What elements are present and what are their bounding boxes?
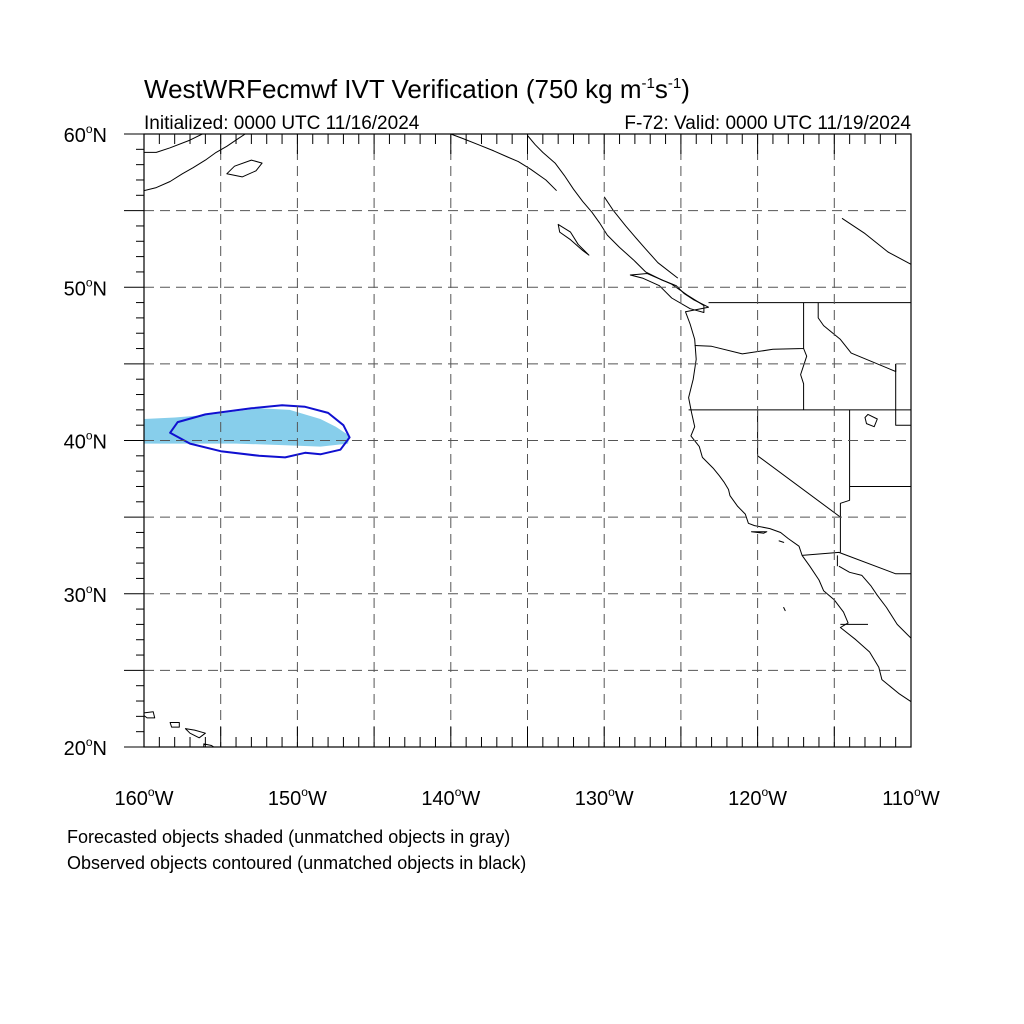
sonora-sinaloa-coastline: [838, 565, 911, 640]
nv-ut-az-border: [839, 409, 851, 518]
lat-tick-label: 60oN: [64, 122, 107, 147]
legend-observed-note: Observed objects contoured (unmatched ob…: [67, 853, 526, 873]
ivt-objects: [144, 404, 351, 459]
guadalupe-island-outline: [783, 607, 786, 612]
alaska-peninsula-coastline: [144, 134, 246, 192]
axis-ticks: [124, 133, 912, 748]
figure-title: WestWRFecmwf IVT Verification (750 kg m-…: [144, 74, 690, 104]
graticule: [144, 134, 911, 747]
kauai-outline: [144, 711, 156, 719]
lon-tick-label: 140oW: [421, 785, 480, 810]
north-america-coastline: [527, 135, 911, 703]
init-time-subtitle: Initialized: 0000 UTC 11/16/2024: [144, 113, 420, 134]
valid-time-subtitle: F-72: Valid: 0000 UTC 11/19/2024: [624, 113, 911, 134]
or-id-border: [800, 348, 808, 410]
maui-molokai-outline: [184, 728, 206, 739]
lon-tick-label: 160oW: [115, 785, 174, 810]
channel-islands-outline: [751, 531, 768, 534]
catalina-island-outline: [778, 540, 785, 543]
axis-tick-labels: 160oW 150oW 140oW 130oW 120oW 110oW 60oN 50oN 40…: [64, 122, 940, 810]
legend-forecast-note: Forecasted objects shaded (unmatched obj…: [67, 827, 510, 847]
lat-tick-label: 30oN: [64, 582, 107, 607]
haida-gwaii-outline: [557, 223, 590, 256]
kodiak-island-outline: [226, 159, 263, 178]
observed-ivt-contour: [169, 404, 351, 459]
great-salt-lake-outline: [864, 413, 878, 428]
us-mexico-border: [802, 551, 911, 575]
ca-nv-border: [757, 409, 841, 553]
alaska-bristol-coast: [144, 134, 203, 153]
alberta-river: [841, 217, 911, 265]
map-area: [124, 133, 912, 748]
lat-tick-label: 40oN: [64, 429, 107, 454]
lon-tick-label: 150oW: [268, 785, 327, 810]
lat-tick-label: 20oN: [64, 735, 107, 760]
lat-tick-label: 50oN: [64, 275, 107, 300]
big-island-outline: [203, 743, 215, 747]
vancouver-island-outline: [629, 273, 705, 313]
lon-tick-label: 130oW: [575, 785, 634, 810]
id-wy-ut-border: [895, 363, 911, 426]
gulf-of-alaska-coast: [450, 134, 557, 192]
lon-tick-label: 110oW: [882, 785, 940, 810]
coastlines-borders: [144, 134, 911, 747]
oahu-outline: [169, 722, 180, 728]
lon-tick-label: 120oW: [728, 785, 787, 810]
